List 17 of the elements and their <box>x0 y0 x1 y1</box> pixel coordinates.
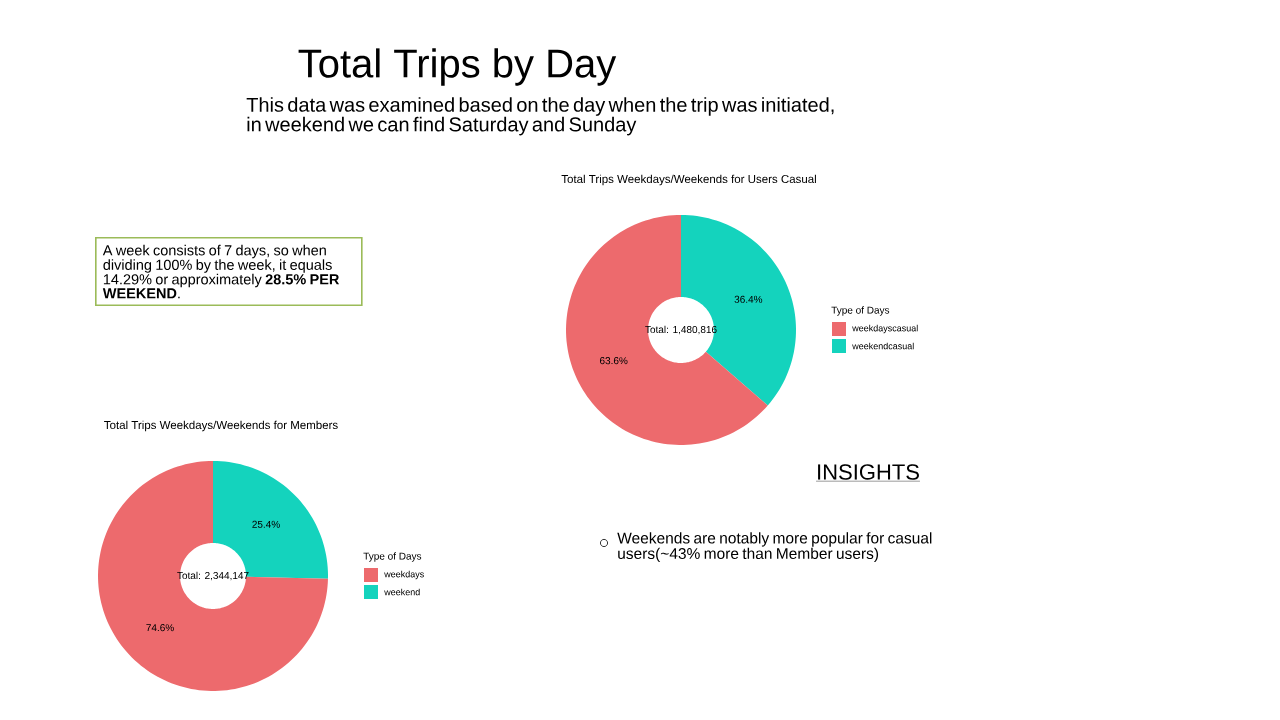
legend-title: Type of Days <box>363 552 422 562</box>
text: INSIGHTS <box>818 464 919 480</box>
text: This data was examined based on the day when the trip was initiated, in weekend we can find Saturday and Sunday <box>246 97 834 136</box>
legend-title: Type of Days <box>831 306 890 316</box>
chart-title: Total Trips Weekdays/Weekends for Users Casual <box>561 174 816 186</box>
data-label: 74.6% <box>146 624 174 632</box>
text: Weekends are notably more popular for casual users(~43% more than Member users) <box>617 532 932 563</box>
chart-title: Total Trips Weekdays/Weekends for Members <box>104 420 338 432</box>
legend-label: weekend <box>384 588 420 596</box>
data-label: 63.6% <box>599 357 628 365</box>
legend-label: weekendcasual <box>852 342 914 350</box>
data-label: 36.4% <box>734 295 763 303</box>
text: A week consists of 7 days, so when dividing 100% by the week, it equals 14.29% or approximately 28.5% PER WEEKEND. <box>102 244 340 299</box>
data-label: 25.4% <box>252 520 280 528</box>
legend-label: weekdayscasual <box>852 324 918 334</box>
legend-label: weekdays <box>384 570 424 580</box>
text: Total Trips by Day <box>298 48 617 86</box>
